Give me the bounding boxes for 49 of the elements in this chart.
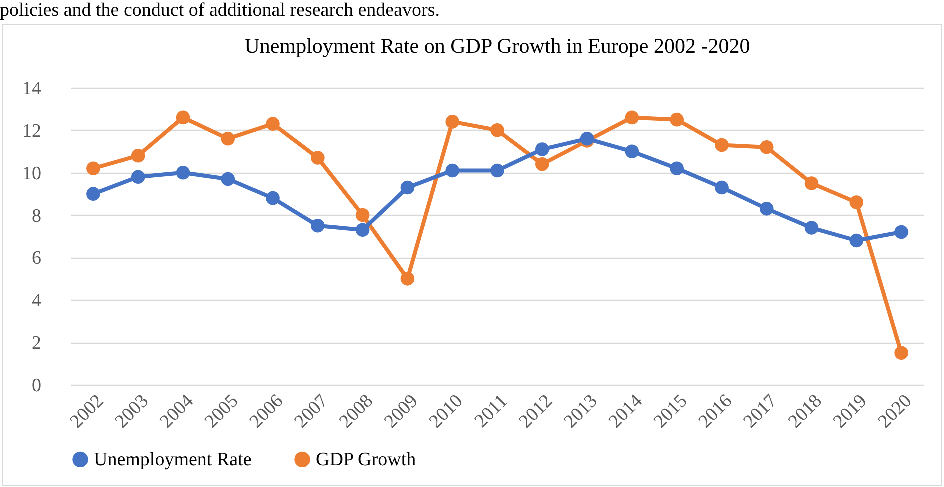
point	[804, 221, 819, 235]
chart-title: Unemployment Rate on GDP Growth in Europe 2002 -2020	[244, 34, 750, 58]
y-tick-label: 8	[32, 206, 42, 227]
point	[266, 117, 280, 131]
point	[490, 124, 504, 138]
x-tick-label: 2011	[470, 390, 512, 432]
point	[311, 151, 325, 165]
point	[490, 164, 504, 178]
point	[266, 191, 280, 206]
point	[356, 223, 370, 238]
point	[221, 172, 236, 186]
point	[760, 202, 774, 216]
point	[670, 112, 684, 127]
y-tick-label: 2	[32, 333, 42, 354]
point	[625, 144, 640, 159]
point	[86, 187, 100, 201]
point	[86, 162, 100, 176]
y-tick-label: 4	[32, 290, 42, 312]
point	[715, 138, 729, 152]
legend-label: Unemployment Rate	[94, 450, 252, 471]
y-tick-label: 0	[32, 376, 42, 396]
point	[131, 149, 146, 163]
point	[400, 272, 415, 286]
point	[176, 110, 190, 125]
y-tick-label: 6	[32, 248, 42, 270]
point	[446, 115, 460, 129]
point	[850, 234, 864, 248]
y-tick-label: 14	[22, 78, 42, 100]
y-tick-label: 10	[22, 163, 42, 184]
y-tick-label: 12	[22, 120, 42, 142]
point	[311, 219, 325, 233]
point	[894, 225, 908, 240]
point	[400, 180, 415, 195]
point	[221, 132, 236, 146]
point	[625, 110, 640, 125]
point	[536, 142, 550, 156]
point	[670, 162, 684, 176]
point	[894, 346, 908, 360]
text: policies and the conduct of additional research endeavors.	[0, 0, 440, 22]
point	[760, 140, 774, 154]
point	[536, 157, 550, 172]
point	[715, 180, 729, 195]
point	[176, 166, 190, 180]
point	[131, 170, 146, 184]
point	[356, 208, 370, 222]
point	[850, 196, 864, 210]
point	[804, 176, 819, 190]
point	[446, 164, 460, 178]
legend-label: GDP Growth	[316, 450, 417, 471]
